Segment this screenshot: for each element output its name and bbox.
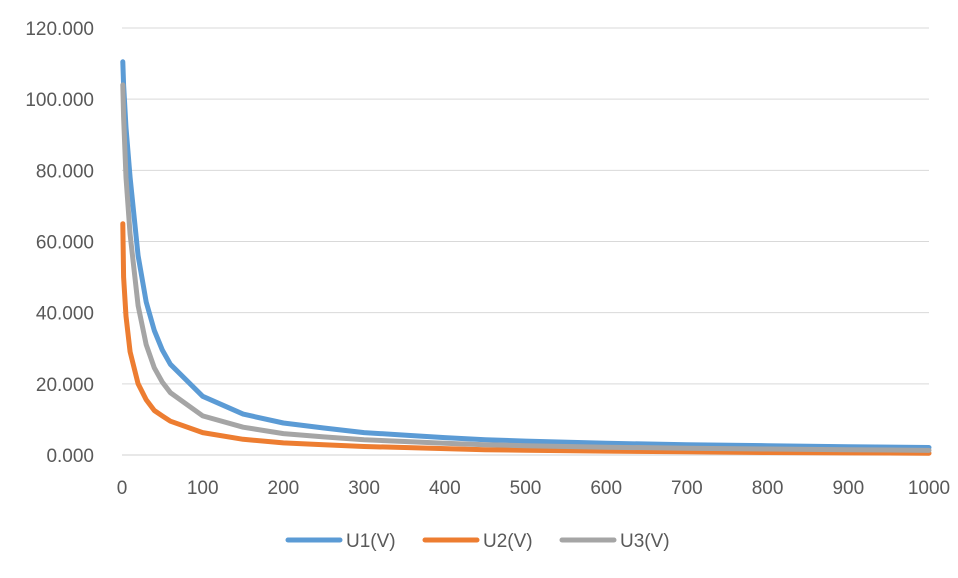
y-tick-label: 0.000 xyxy=(46,446,94,467)
series-line-u1v xyxy=(120,59,932,450)
y-tick-label: 120.000 xyxy=(25,19,94,40)
x-tick-label: 300 xyxy=(348,478,380,499)
y-tick-label: 40.000 xyxy=(36,304,94,325)
x-tick-label: 0 xyxy=(117,478,128,499)
x-tick-label: 700 xyxy=(671,478,703,499)
series-lines xyxy=(120,59,932,456)
series-line-u2v xyxy=(120,221,932,456)
x-tick-label: 100 xyxy=(187,478,219,499)
y-tick-label: 100.000 xyxy=(25,90,94,111)
legend-label: U1(V) xyxy=(346,531,396,552)
gridlines xyxy=(122,27,929,456)
x-axis-tick-labels: 0 100 200 300 400 500 600 700 800 900 1000 xyxy=(117,478,950,499)
legend-label: U3(V) xyxy=(620,531,670,552)
y-axis-tick-labels: 0.000 20.000 40.000 60.000 80.000 100.000 120.… xyxy=(25,19,94,467)
x-tick-label: 1000 xyxy=(908,478,950,499)
x-tick-label: 500 xyxy=(510,478,542,499)
x-tick-label: 600 xyxy=(590,478,622,499)
x-tick-label: 900 xyxy=(832,478,864,499)
legend: U1(V) U2(V) U3(V) xyxy=(285,531,670,552)
y-tick-label: 80.000 xyxy=(36,161,94,182)
legend-label: U2(V) xyxy=(483,531,533,552)
y-tick-label: 20.000 xyxy=(36,375,94,396)
series-line-u3v xyxy=(120,82,932,453)
x-tick-label: 200 xyxy=(268,478,300,499)
y-tick-label: 60.000 xyxy=(36,233,94,254)
x-tick-label: 400 xyxy=(429,478,461,499)
x-tick-label: 800 xyxy=(752,478,784,499)
